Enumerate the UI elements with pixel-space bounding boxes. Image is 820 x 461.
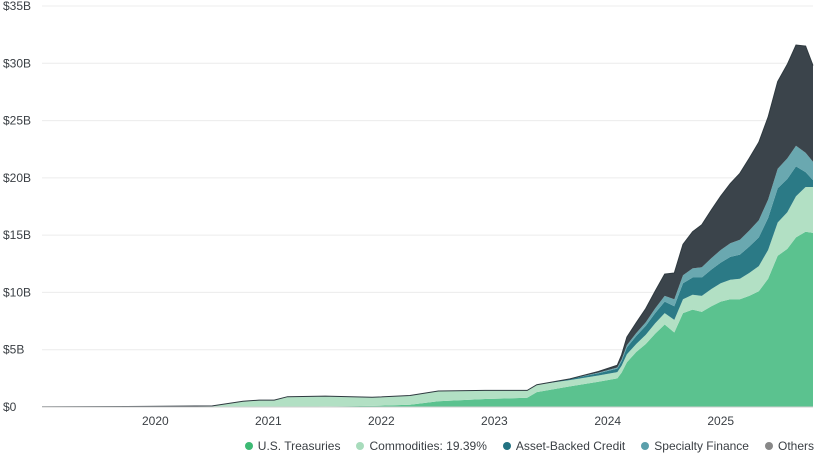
area-layers [41, 44, 814, 408]
legend-item-others[interactable]: Others [764, 439, 814, 453]
axes: $0 $5B $10B $15B $20B $25B $30B $35B 2020 2021 202… [3, 0, 813, 428]
x-tick-label: 2020 [142, 414, 169, 428]
legend-dot-commodities [356, 442, 365, 450]
x-tick-label: 2021 [255, 414, 282, 428]
y-tick-label: $30B [3, 56, 31, 70]
legend-dot-asset-backed-credit [502, 442, 511, 450]
x-tick-label: 2025 [707, 414, 734, 428]
y-tick-label: $20B [3, 171, 31, 185]
legend-dot-others [764, 442, 773, 450]
y-tick-label: $5B [3, 343, 24, 357]
y-tick-label: $25B [3, 114, 31, 128]
x-tick-label: 2022 [368, 414, 395, 428]
legend-label-asset-backed-credit: Asset-Backed Credit [515, 439, 626, 453]
legend-item-treasuries[interactable]: U.S. Treasuries [244, 439, 341, 453]
legend-dot-treasuries [244, 442, 253, 450]
legend-label-specialty-finance: Specialty Finance [654, 439, 749, 453]
gridlines [42, 5, 813, 408]
legend-item-specialty-finance[interactable]: Specialty Finance [641, 439, 749, 453]
y-tick-label: $0 [3, 400, 17, 414]
y-tick-label: $35B [3, 0, 31, 13]
x-tick-label: 2023 [481, 414, 508, 428]
legend: U.S. Treasuries Commodities: 19.39% Asse… [244, 439, 814, 453]
total-outline [41, 44, 814, 408]
legend-dot-specialty-finance [641, 442, 650, 450]
legend-item-asset-backed-credit[interactable]: Asset-Backed Credit [502, 439, 626, 453]
legend-label-commodities: Commodities: 19.39% [369, 439, 487, 453]
legend-label-treasuries: U.S. Treasuries [257, 439, 341, 453]
y-tick-label: $15B [3, 228, 31, 242]
area-series-0[interactable] [42, 231, 813, 407]
x-tick-label: 2024 [594, 414, 621, 428]
legend-item-commodities[interactable]: Commodities: 19.39% [356, 439, 487, 453]
y-tick-label: $10B [3, 285, 31, 299]
legend-label-others: Others [777, 439, 814, 453]
